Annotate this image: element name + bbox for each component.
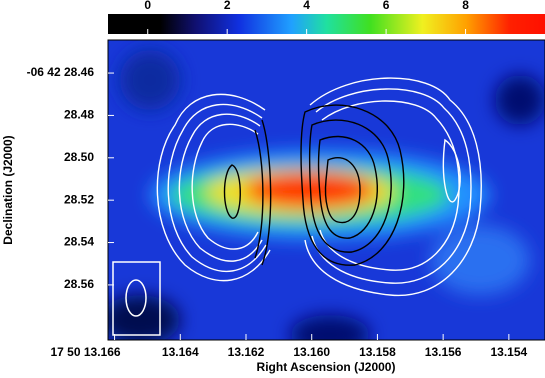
colorbar-tick-label: 8 <box>462 0 469 12</box>
beam <box>125 279 147 317</box>
image <box>108 40 545 340</box>
y-tick-label: 28.48 <box>64 108 94 122</box>
x-tick-label: 13.164 <box>162 345 199 359</box>
y-tick-label: 28.50 <box>64 150 94 164</box>
colorbar-tick-label: 2 <box>224 0 231 12</box>
contours <box>156 77 482 297</box>
y-axis-label: Declination (J2000) <box>1 135 15 244</box>
y-tick-label: 28.52 <box>64 192 94 206</box>
colorbar-tick-label: 4 <box>303 0 310 12</box>
colorbar-tick-label: 6 <box>383 0 390 12</box>
plot-frame <box>107 39 545 341</box>
x-tick-label: 13.156 <box>425 345 462 359</box>
x-tick-label: 17 50 13.166 <box>50 345 120 359</box>
y-tick-label: -06 42 28.46 <box>27 65 95 79</box>
y-tick-label: 28.54 <box>64 235 94 249</box>
colorbar <box>108 14 545 34</box>
y-tick-label: 28.56 <box>64 277 94 291</box>
beam-box <box>112 261 161 336</box>
colorbar-tick-label: 0 <box>144 0 151 12</box>
x-tick-label: 13.160 <box>293 345 330 359</box>
x-tick-label: 13.154 <box>491 345 528 359</box>
x-axis-label: Right Ascension (J2000) <box>257 360 396 374</box>
x-tick-label: 13.158 <box>359 345 396 359</box>
x-tick-label: 13.162 <box>228 345 265 359</box>
